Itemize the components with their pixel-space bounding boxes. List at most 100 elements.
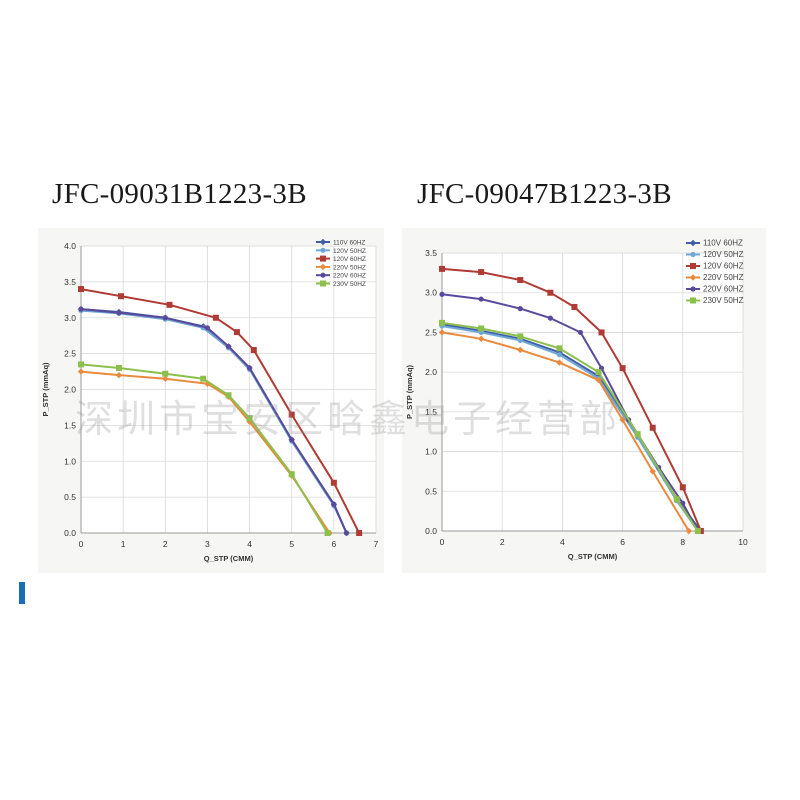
series-line [441,267,702,532]
legend-marker [689,239,697,247]
x-tick-label: 2 [500,537,505,547]
y-tick-label: 2.0 [64,385,76,395]
data-point [162,375,169,382]
legend-marker [320,247,326,253]
data-point [477,335,485,342]
legend-label: 220V 60HZ [333,273,366,280]
model-title-left: JFC-09031B1223-3B [52,178,307,210]
chart-panel-right: 0.0 0.5 1.0 1.5 2.0 2.5 3.0 3.5 0 2 4 6 8 10 Q_STP (CM… [402,228,766,573]
data-point [246,365,253,371]
legend: 110V 60HZ 120V 50HZ 120V 60HZ 220V 50HZ 220V… [686,239,744,305]
series-line [441,321,699,532]
data-point [439,319,445,326]
y-tick-label: 4.0 [64,241,76,251]
x-tick-label: 6 [620,537,625,547]
legend-label: 220V 50HZ [703,273,744,282]
y-axis-label: P_STP (mmAq) [405,364,414,419]
legend-item: 110V 60HZ [686,239,743,248]
data-point [116,310,122,316]
x-tick-label: 1 [121,539,126,549]
data-point [679,484,686,491]
data-point [118,293,125,300]
data-point [343,530,350,536]
legend-item: 220V 50HZ [316,263,366,271]
legend-item: 220V 60HZ [316,272,366,280]
data-point [200,375,207,382]
data-point [289,437,295,443]
pq-curve-chart-left: 0.0 0.5 1.0 1.5 2.0 2.5 3.0 3.5 4.0 0 1 2 3 4 5 6 7 Q_STP… [41,238,379,563]
data-point [649,424,656,431]
legend-label: 220V 50HZ [333,264,366,271]
data-point [577,329,584,336]
data-point [166,301,173,308]
data-point [438,329,446,336]
accent-bar [19,582,25,604]
y-tick-label: 1.0 [64,456,76,466]
data-point [246,415,253,422]
data-point [330,479,337,486]
y-tick-label: 2.5 [425,327,437,337]
grid [441,252,744,532]
series-5 [78,361,331,536]
y-tick-label: 3.5 [425,248,437,258]
x-tick-label: 8 [680,537,685,547]
data-point [478,269,485,276]
legend-label: 230V 50HZ [703,296,744,305]
series-line [441,331,690,532]
series-line [80,370,331,534]
legend-marker [319,263,327,271]
y-tick-label: 0.5 [425,486,437,496]
data-point [685,527,693,535]
data-point [233,329,240,336]
data-point [162,315,168,321]
x-tick-label: 3 [205,539,210,549]
y-tick-label: 1.0 [425,447,437,457]
x-tick-label: 0 [440,537,445,547]
x-axis-label: Q_STP (CMM) [204,554,254,563]
data-point [478,325,485,332]
data-point [115,364,122,371]
legend-label: 110V 60HZ [703,239,743,248]
legend-marker [320,272,326,278]
legend-label: 120V 50HZ [703,250,744,259]
x-axis-label: Q_STP (CMM) [568,552,618,561]
legend-marker [319,238,327,246]
data-point [288,471,295,478]
data-point [250,347,257,354]
legend-item: 110V 60HZ [316,238,365,247]
y-tick-label: 3.5 [64,277,76,287]
data-point [204,325,211,331]
data-point [598,329,605,336]
data-point [619,416,626,423]
x-tick-label: 2 [163,539,168,549]
data-point [331,501,337,507]
y-tick-label: 1.5 [425,407,437,417]
legend-item: 230V 50HZ [686,296,744,305]
legend-item: 120V 50HZ [686,250,744,259]
legend-label: 120V 60HZ [703,262,744,271]
x-tick-label: 5 [289,539,294,549]
y-tick-label: 2.5 [64,349,76,359]
data-point [571,304,578,311]
legend-label: 220V 60HZ [703,285,744,294]
y-tick-label: 1.5 [64,420,76,430]
data-point [212,314,219,321]
data-point [439,291,445,297]
series-2 [439,265,704,534]
data-point [595,369,602,376]
x-tick-label: 4 [560,537,565,547]
data-point [78,306,84,312]
chart-panel-left: 0.0 0.5 1.0 1.5 2.0 2.5 3.0 3.5 4.0 0 1 2 3 4 5 6 7 Q_STP… [38,228,384,573]
y-tick-label: 3.0 [64,313,76,323]
y-tick-label: 2.0 [425,367,437,377]
legend-marker [690,286,696,292]
y-tick-label: 0.0 [425,526,437,536]
legend-item: 120V 60HZ [686,262,744,271]
data-point [77,368,85,375]
legend-marker [689,274,697,281]
data-point [78,286,84,293]
legend-label: 230V 50HZ [333,281,366,288]
pq-curve-chart-right: 0.0 0.5 1.0 1.5 2.0 2.5 3.0 3.5 0 2 4 6 8 10 Q_STP (CM… [405,239,748,562]
model-title-right: JFC-09047B1223-3B [417,178,672,210]
data-point [634,431,641,438]
